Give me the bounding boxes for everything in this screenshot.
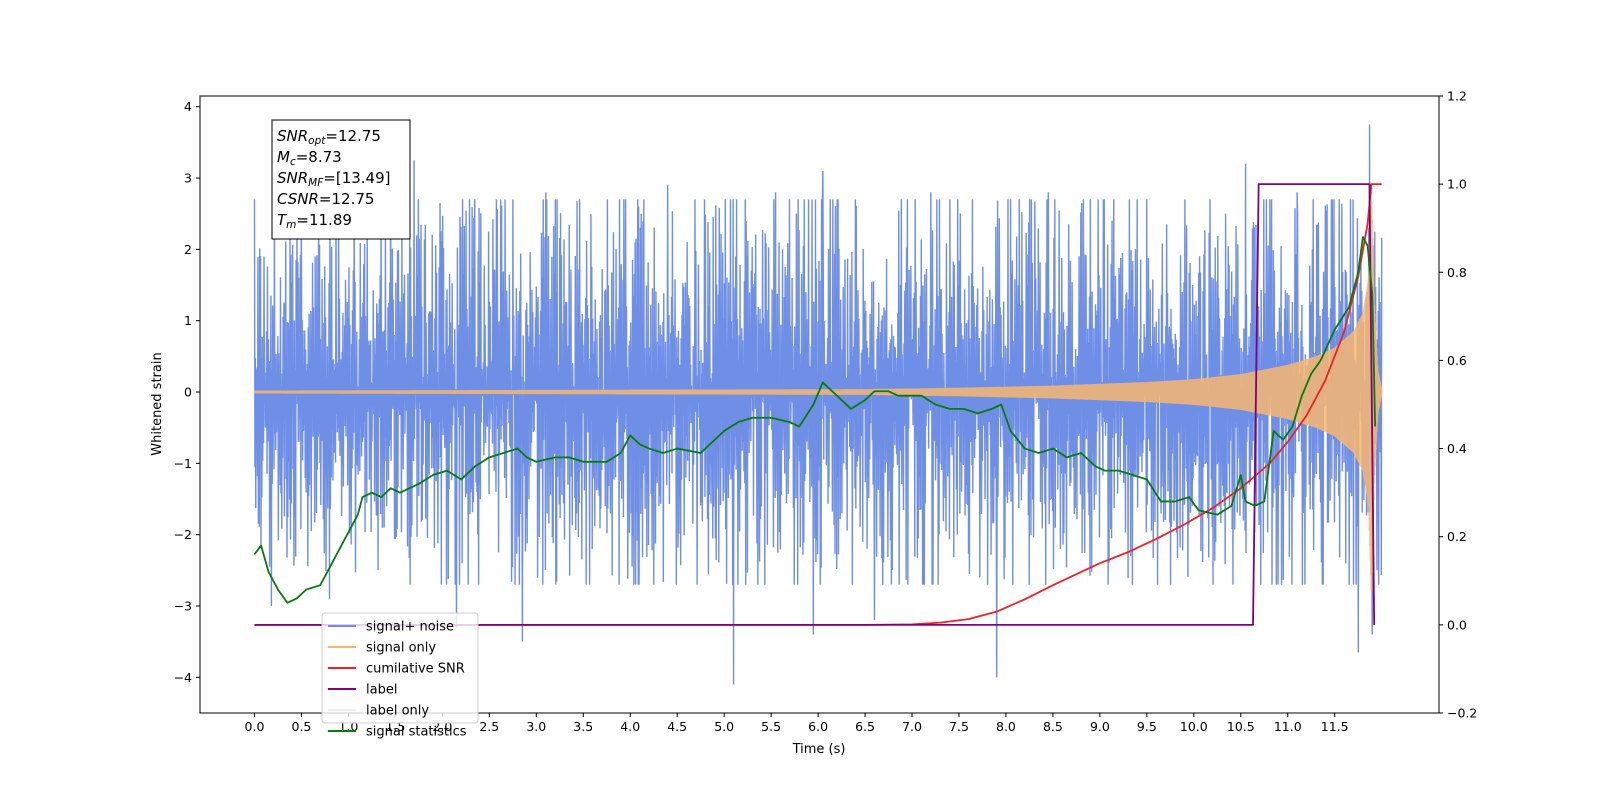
legend-label: label only [366, 704, 429, 719]
x-tick-label: 5.0 [714, 719, 734, 734]
legend-label: cumilative SNR [366, 662, 465, 677]
x-tick-label: 6.5 [855, 719, 875, 734]
x-tick-label: 10.5 [1227, 719, 1255, 734]
series-layer [253, 124, 1383, 685]
y-left-tick-label: 2 [184, 242, 192, 257]
y-left-tick-label: 0 [184, 385, 192, 400]
x-tick-label: 9.0 [1090, 719, 1110, 734]
x-axis-label: Time (s) [792, 742, 846, 757]
y-right-tick-label: 1.2 [1447, 89, 1467, 104]
x-tick-label: 7.5 [949, 719, 969, 734]
series-line-5 [253, 236, 1377, 604]
y-left-tick-label: −3 [174, 599, 192, 614]
legend-frame [321, 612, 479, 724]
legend-label: signal only [366, 641, 436, 656]
annotation-line: Tm=11.89 [277, 211, 352, 231]
x-tick-label: 4.5 [667, 719, 687, 734]
x-tick-label: 8.5 [1043, 719, 1063, 734]
annotation-line: CSNR=12.75 [277, 190, 374, 208]
y-right-tick-label: 0.2 [1447, 529, 1467, 544]
y-axis-left: −4 −3 −2 −1 0 1 2 3 4 [174, 99, 200, 685]
plot-frame [199, 95, 1440, 714]
annotation-line: SNRMF=[13.49] [277, 169, 391, 189]
y-left-tick-label: −4 [174, 670, 192, 685]
annotation-box-frame [271, 119, 411, 240]
x-tick-label: 2.5 [479, 719, 499, 734]
annotation-line: Mc=8.73 [277, 148, 342, 168]
y-right-tick-label: 0.0 [1447, 617, 1467, 632]
annotation-line: SNRopt=12.75 [277, 127, 381, 147]
legend-label: signal statistics [366, 725, 467, 740]
y-left-tick-label: −1 [174, 456, 192, 471]
series-line-2 [254, 183, 1382, 626]
y-left-tick-label: −2 [174, 527, 192, 542]
x-tick-label: 6.0 [808, 719, 828, 734]
x-tick-label: 8.0 [996, 719, 1016, 734]
x-tick-label: 7.0 [902, 719, 922, 734]
x-tick-label: 3.5 [573, 719, 593, 734]
legend: signal+ noise signal only cumilative SNR la… [321, 612, 479, 740]
x-tick-label: 10.0 [1180, 719, 1208, 734]
x-tick-label: 9.5 [1137, 719, 1157, 734]
x-tick-label: 0.5 [292, 719, 312, 734]
y-right-tick-label: −0.2 [1447, 706, 1477, 721]
y-axis-right: −0.2 0.0 0.2 0.4 0.6 0.8 1.0 1.2 [1439, 89, 1477, 721]
y-left-tick-label: 3 [184, 171, 192, 186]
x-tick-label: 3.0 [526, 719, 546, 734]
y-right-tick-label: 0.6 [1447, 353, 1467, 368]
y-right-tick-label: 0.4 [1447, 441, 1467, 456]
y-left-tick-label: 1 [184, 313, 192, 328]
x-tick-label: 5.5 [761, 719, 781, 734]
x-tick-label: 11.5 [1321, 719, 1349, 734]
annotation-box: SNRopt=12.75Mc=8.73SNRMF=[13.49]CSNR=12.… [271, 119, 411, 240]
series-line-signal-noise [253, 124, 1383, 685]
y-right-tick-label: 1.0 [1447, 177, 1467, 192]
x-tick-label: 0.0 [245, 719, 265, 734]
y-axis-label: Whitened strain [150, 352, 165, 455]
y-left-tick-label: 4 [184, 99, 192, 114]
legend-label: label [366, 683, 397, 698]
y-right-tick-label: 0.8 [1447, 265, 1467, 280]
series-line-signal-only [253, 186, 1383, 592]
x-tick-label: 11.0 [1274, 719, 1302, 734]
series-line-3 [254, 183, 1376, 626]
legend-label: signal+ noise [366, 620, 454, 635]
x-tick-label: 4.0 [620, 719, 640, 734]
